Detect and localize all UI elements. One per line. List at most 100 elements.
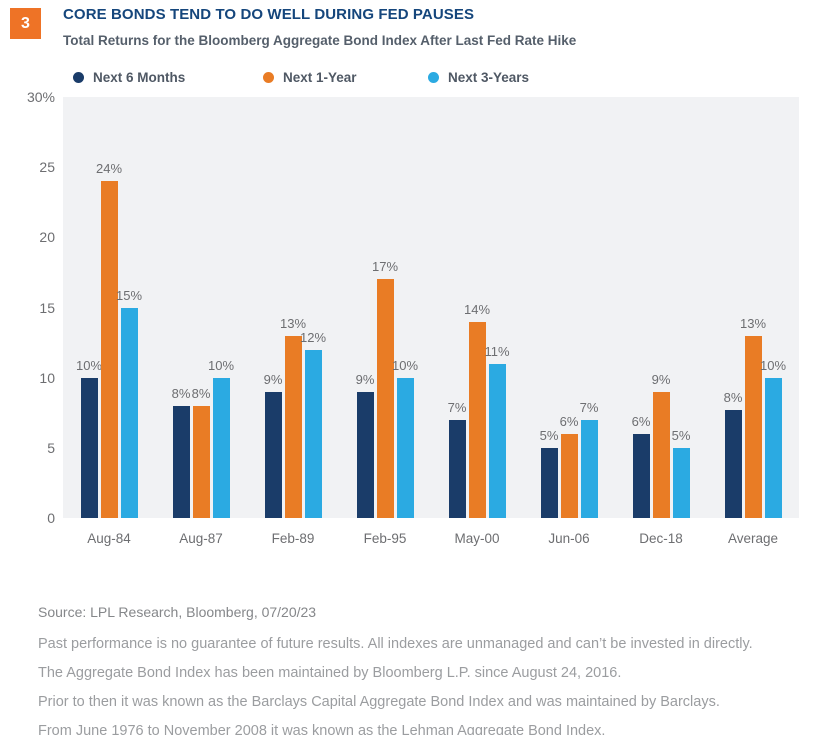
bar-slot: 10%	[76, 97, 102, 518]
y-axis-tick-label: 15	[39, 299, 55, 316]
bar-value-label: 7%	[579, 399, 599, 415]
disclaimer-line: From June 1976 to November 2008 it was k…	[38, 723, 606, 735]
bar-value-label: 6%	[631, 413, 651, 429]
bar-slot: 13%	[280, 97, 306, 518]
x-axis-category-label: Average	[727, 531, 779, 546]
bar-value-label: 10%	[75, 357, 103, 373]
bar	[540, 447, 558, 518]
bar	[212, 377, 230, 518]
bar-value-label: 8%	[171, 385, 191, 401]
bar-group: 5% 6% 7% Jun-06	[539, 97, 599, 546]
y-axis-tick-label: 10	[39, 369, 55, 386]
legend-dot-icon	[428, 71, 439, 83]
bar-group: 10% 24% 15% Aug-84	[76, 97, 142, 546]
y-axis-tick-label: 0	[47, 510, 55, 526]
disclaimer-line: The Aggregate Bond Index has been mainta…	[38, 665, 622, 681]
bar	[560, 433, 578, 518]
chart-legend: Next 6 Months Next 1-Year Next 3-Years	[73, 68, 529, 86]
legend-item: Next 6 Months	[73, 70, 263, 85]
legend-label: Next 6 Months	[93, 69, 186, 85]
bar-groups: 10% 24% 15% Aug-84 8% 8% 10% Aug-87 9% 13% 12% Feb-…	[63, 97, 799, 546]
figure-number-badge: 3	[10, 8, 41, 39]
bar-value-label: 8%	[723, 389, 743, 405]
bar	[356, 391, 374, 518]
legend-item: Next 3-Years	[428, 70, 529, 85]
bar	[376, 279, 394, 518]
bar-value-label: 9%	[651, 371, 671, 387]
bar-value-label: 17%	[371, 259, 399, 275]
bar-group: 8% 13% 10% Average	[723, 97, 786, 546]
legend-dot-icon	[73, 71, 84, 83]
x-axis-category-label: Feb-89	[271, 531, 315, 546]
bar-slot: 5%	[539, 97, 559, 518]
bar-slot: 24%	[96, 97, 122, 518]
bar	[652, 391, 670, 518]
bar	[120, 307, 138, 518]
y-axis-tick-label: 30%	[26, 89, 55, 105]
x-axis-category-label: Feb-95	[363, 531, 407, 546]
bar	[672, 447, 690, 518]
bar-value-label: 10%	[391, 357, 419, 373]
bar-value-label: 14%	[463, 301, 491, 317]
y-axis-tick-label: 25	[39, 159, 55, 176]
bar	[100, 181, 118, 518]
bar-value-label: 13%	[279, 315, 307, 331]
bar	[264, 391, 282, 518]
disclaimer-line: Past performance is no guarantee of futu…	[38, 636, 753, 652]
bar-group: 9% 13% 12% Feb-89	[263, 97, 326, 546]
bar-value-label: 5%	[539, 427, 559, 443]
bar	[192, 405, 210, 518]
bar-slot: 5%	[672, 97, 690, 518]
bar-slot: 6%	[560, 97, 578, 518]
bar-group: 6% 9% 5% Dec-18	[631, 97, 691, 546]
chart-title: CORE BONDS TEND TO DO WELL DURING FED PA…	[63, 6, 475, 23]
legend-label: Next 1-Year	[283, 69, 357, 85]
bar-slot: 9%	[651, 97, 671, 518]
bar	[744, 335, 762, 518]
bar-slot: 10%	[760, 97, 786, 518]
bar-value-label: 8%	[191, 385, 211, 401]
bar-value-label: 10%	[207, 357, 235, 373]
bar-group: 8% 8% 10% Aug-87	[171, 97, 234, 546]
bar-value-label: 10%	[759, 357, 787, 373]
legend-item: Next 1-Year	[263, 70, 428, 85]
bar	[468, 321, 486, 518]
y-axis-tick-label: 5	[47, 439, 55, 456]
legend-label: Next 3-Years	[448, 69, 530, 85]
bar	[304, 349, 322, 518]
bar-value-label: 9%	[355, 371, 375, 387]
legend-dot-icon	[263, 71, 274, 83]
bar-slot: 7%	[579, 97, 599, 518]
x-axis-category-label: Dec-18	[639, 531, 683, 546]
bar	[396, 377, 414, 518]
bar-value-label: 7%	[447, 399, 467, 415]
bar-slot: 8%	[723, 97, 743, 518]
x-axis-category-label: Aug-84	[87, 531, 131, 546]
bar-slot: 17%	[372, 97, 398, 518]
bar-slot: 12%	[300, 97, 326, 518]
bar	[448, 419, 466, 518]
bar-slot: 6%	[631, 97, 651, 518]
y-axis-tick-label: 20	[39, 229, 55, 246]
bar	[172, 405, 190, 518]
bar	[724, 409, 742, 518]
chart-subtitle: Total Returns for the Bloomberg Aggregat…	[63, 33, 577, 48]
bar	[488, 363, 506, 518]
y-axis: 30% 25 20 15 10 5 0	[0, 89, 55, 526]
bar-slot: 15%	[116, 97, 142, 518]
bar	[580, 419, 598, 518]
plot-area: 10% 24% 15% Aug-84 8% 8% 10% Aug-87 9% 13% 12% Feb-…	[63, 97, 799, 546]
bar-value-label: 13%	[739, 315, 767, 331]
bar-slot: 11%	[484, 97, 510, 518]
bar-slot: 8%	[191, 97, 211, 518]
bar	[284, 335, 302, 518]
bar-group: 9% 17% 10% Feb-95	[355, 97, 418, 546]
bar-slot: 14%	[464, 97, 490, 518]
bar-value-label: 11%	[484, 343, 510, 359]
bar-slot: 8%	[171, 97, 191, 518]
bar-slot: 9%	[263, 97, 283, 518]
bar-value-label: 9%	[263, 371, 283, 387]
bar-slot: 7%	[447, 97, 467, 518]
bar	[764, 377, 782, 518]
